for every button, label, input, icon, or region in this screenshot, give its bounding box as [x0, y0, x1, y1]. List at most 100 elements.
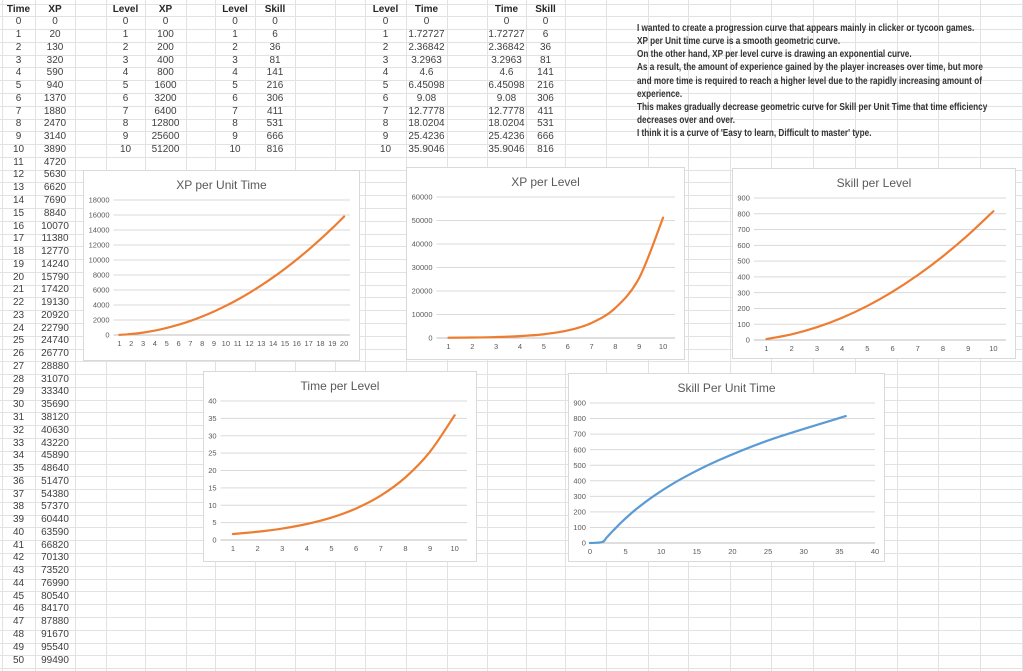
cell[interactable]: 531: [266, 118, 284, 130]
cell[interactable]: 12770: [41, 246, 69, 258]
cell[interactable]: 5630: [43, 169, 67, 181]
cell[interactable]: 306: [537, 92, 554, 104]
cell[interactable]: 3: [232, 54, 238, 66]
cell[interactable]: 34: [12, 450, 25, 462]
cell[interactable]: 91670: [41, 629, 69, 641]
chart-skill-per-unit-time[interactable]: Skill Per Unit Time 0 100 200 300 400 500 600 70…: [568, 373, 885, 562]
header-cell[interactable]: Skill: [264, 3, 286, 15]
cell[interactable]: 3.2963: [411, 54, 442, 66]
cell[interactable]: 6.45098: [488, 80, 525, 92]
cell[interactable]: 816: [266, 143, 284, 155]
cell[interactable]: 32: [12, 424, 25, 436]
cell[interactable]: 33340: [41, 386, 69, 398]
cell[interactable]: 25.4236: [408, 131, 445, 143]
cell[interactable]: 3.2963: [491, 54, 522, 66]
cell[interactable]: 21: [12, 284, 25, 296]
cell[interactable]: 1: [232, 29, 238, 41]
cell[interactable]: 2.36842: [488, 41, 525, 53]
cell[interactable]: 0: [423, 16, 430, 28]
cell[interactable]: 666: [266, 131, 284, 143]
notes-line[interactable]: experience.: [637, 88, 683, 100]
cell[interactable]: 36: [12, 475, 25, 487]
cell[interactable]: 81: [539, 54, 552, 66]
header-cell[interactable]: Level: [112, 3, 139, 15]
cell[interactable]: 18: [12, 246, 25, 258]
cell[interactable]: 320: [46, 54, 64, 66]
cell[interactable]: 3200: [154, 92, 177, 104]
cell[interactable]: 16: [12, 220, 25, 232]
header-cell[interactable]: Time: [6, 3, 31, 15]
cell[interactable]: 1.72727: [408, 29, 445, 41]
cell[interactable]: 25600: [151, 131, 180, 143]
cell[interactable]: 1: [382, 29, 389, 41]
cell[interactable]: 19: [12, 258, 25, 270]
cell[interactable]: 35690: [41, 399, 69, 411]
cell[interactable]: 216: [537, 80, 554, 92]
cell[interactable]: 26770: [41, 348, 69, 360]
cell[interactable]: 411: [267, 105, 283, 117]
cell[interactable]: 40: [12, 526, 25, 538]
cell[interactable]: 8: [122, 118, 129, 130]
cell[interactable]: 14: [12, 194, 25, 206]
cell[interactable]: 48: [12, 629, 25, 641]
cell[interactable]: 25.4236: [488, 131, 525, 143]
cell[interactable]: 40630: [41, 424, 69, 436]
cell[interactable]: 400: [157, 54, 174, 66]
cell[interactable]: 47: [12, 616, 25, 628]
cell[interactable]: 2: [122, 41, 129, 53]
cell[interactable]: 1600: [154, 80, 177, 92]
notes-line[interactable]: This makes gradually decrease geometric …: [637, 101, 988, 113]
cell[interactable]: 60440: [41, 514, 69, 526]
cell[interactable]: 12.7778: [488, 105, 525, 117]
cell[interactable]: 2470: [43, 118, 67, 130]
cell[interactable]: 531: [537, 118, 554, 130]
cell[interactable]: 4: [15, 67, 22, 79]
cell[interactable]: 9: [382, 131, 389, 143]
cell[interactable]: 4720: [43, 156, 67, 168]
cell[interactable]: 4: [122, 67, 129, 79]
header-cell[interactable]: Time: [414, 3, 439, 15]
cell[interactable]: 20: [49, 29, 61, 41]
cell[interactable]: 1370: [43, 92, 67, 104]
notes-line[interactable]: I wanted to create a progression curve t…: [637, 23, 975, 34]
cell[interactable]: 0: [122, 16, 129, 28]
cell[interactable]: 9: [232, 131, 238, 143]
cell[interactable]: 76990: [41, 577, 69, 589]
cell[interactable]: 0: [503, 16, 510, 28]
cell[interactable]: 13: [12, 182, 25, 194]
cell[interactable]: 10: [379, 143, 392, 155]
cell[interactable]: 95540: [41, 641, 69, 653]
cell[interactable]: 11: [13, 156, 24, 168]
cell[interactable]: 15790: [41, 271, 69, 283]
cell[interactable]: 7: [382, 105, 389, 117]
cell[interactable]: 80540: [41, 590, 69, 602]
notes-line[interactable]: XP per Unit time curve is a smooth geome…: [637, 36, 841, 48]
cell[interactable]: 41: [12, 539, 25, 551]
cell[interactable]: 5: [15, 80, 22, 92]
cell[interactable]: 29: [12, 386, 25, 398]
cell[interactable]: 130: [46, 41, 64, 53]
cell[interactable]: 6400: [154, 105, 177, 117]
cell[interactable]: 8: [232, 118, 238, 130]
cell[interactable]: 38120: [41, 412, 69, 423]
cell[interactable]: 24740: [41, 335, 69, 347]
cell[interactable]: 2: [15, 41, 22, 53]
cell[interactable]: 0: [162, 16, 169, 28]
header-cell[interactable]: Time: [494, 3, 519, 15]
cell[interactable]: 73520: [41, 565, 69, 577]
cell[interactable]: 9: [122, 131, 129, 143]
cell[interactable]: 4.6: [419, 67, 434, 79]
cell[interactable]: 6: [15, 92, 22, 104]
cell[interactable]: 7690: [43, 194, 67, 206]
cell[interactable]: 39: [12, 514, 25, 526]
cell[interactable]: 12800: [151, 118, 180, 130]
cell[interactable]: 17420: [41, 284, 69, 296]
chart-time-per-level[interactable]: Time per Level 0 5 10 15 20 25 30 35 40 1 2 3 4 5 6 7 8 9 1…: [203, 371, 477, 562]
cell[interactable]: 6: [122, 92, 129, 104]
cell[interactable]: 11380: [41, 233, 69, 245]
cell[interactable]: 15: [12, 207, 25, 219]
cell[interactable]: 7: [122, 105, 129, 117]
cell[interactable]: 27: [12, 360, 25, 372]
cell[interactable]: 36: [269, 41, 281, 53]
cell[interactable]: 0: [52, 16, 58, 28]
